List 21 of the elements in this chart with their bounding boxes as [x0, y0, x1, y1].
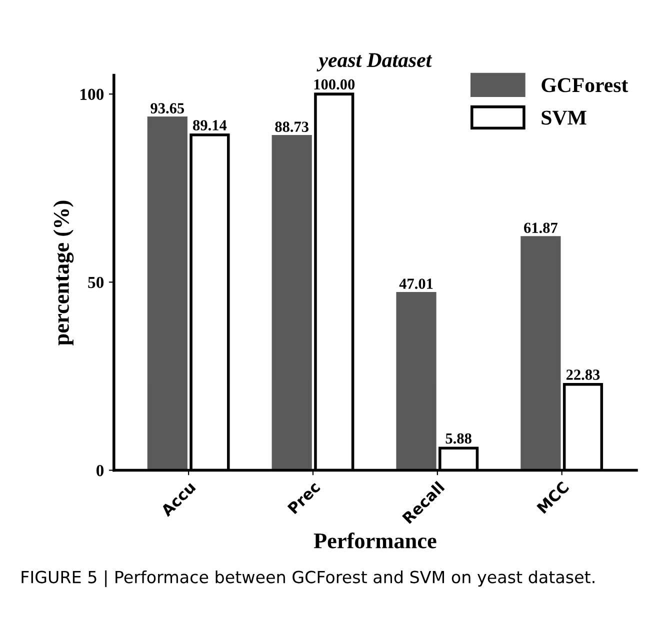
bar — [520, 236, 561, 470]
y-tick-label: 100 — [80, 88, 104, 100]
y-tick-label: 0 — [96, 464, 104, 476]
y-tick-label: 50 — [88, 276, 104, 288]
bar — [272, 135, 312, 470]
data-label: 89.14 — [193, 120, 227, 130]
data-label: 93.65 — [150, 103, 184, 114]
data-label: 5.88 — [446, 433, 472, 444]
data-label: 100.00 — [314, 79, 355, 90]
data-label: 47.01 — [399, 278, 433, 289]
caption: FIGURE 5 | Performace between GCForest and SVM on yeast dataset. — [22, 570, 594, 588]
legend-label: GCForest — [542, 78, 628, 92]
data-label: 61.87 — [524, 222, 558, 234]
bar — [396, 292, 436, 470]
legend-label: SVM — [542, 110, 586, 125]
chart-title: yeast Dataset — [316, 53, 432, 72]
y-axis-title: percentage (%) — [53, 200, 74, 346]
x-axis-title: Performance — [314, 532, 436, 548]
data-label: 88.73 — [275, 122, 308, 132]
bar — [147, 116, 188, 470]
data-label: 22.83 — [566, 370, 600, 380]
